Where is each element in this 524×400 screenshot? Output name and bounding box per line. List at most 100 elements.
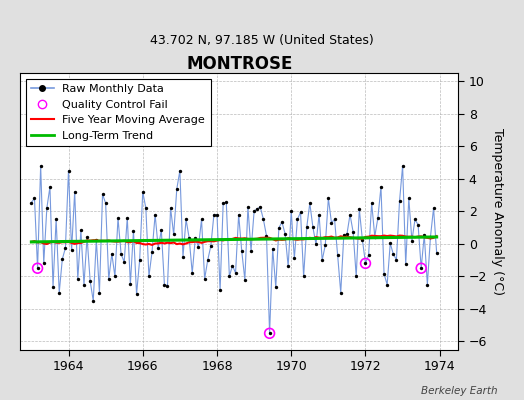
Point <box>401 261 410 268</box>
Point <box>99 191 107 198</box>
Point <box>64 168 73 174</box>
Point <box>203 257 212 263</box>
Point <box>104 276 113 282</box>
Text: Berkeley Earth: Berkeley Earth <box>421 386 498 396</box>
Point <box>374 215 382 221</box>
Point <box>154 245 162 252</box>
Point <box>61 245 70 251</box>
Y-axis label: Temperature Anomaly (°C): Temperature Anomaly (°C) <box>491 128 504 295</box>
Point <box>253 206 261 212</box>
Point <box>358 237 367 243</box>
Point <box>284 263 292 270</box>
Point <box>263 232 271 239</box>
Point <box>370 233 379 240</box>
Point <box>287 208 296 214</box>
Point <box>362 260 370 266</box>
Point <box>417 265 425 272</box>
Point <box>151 211 159 218</box>
Point <box>206 243 215 249</box>
Title: MONTROSE: MONTROSE <box>186 55 292 73</box>
Point <box>247 248 255 254</box>
Point <box>213 211 221 218</box>
Point <box>42 205 51 211</box>
Point <box>46 184 54 190</box>
Point <box>73 276 82 282</box>
Point <box>210 212 218 218</box>
Point <box>395 198 403 204</box>
Point <box>219 200 227 206</box>
Point <box>333 252 342 258</box>
Point <box>414 222 422 228</box>
Text: 43.702 N, 97.185 W (United States): 43.702 N, 97.185 W (United States) <box>150 34 374 47</box>
Point <box>423 281 432 288</box>
Point <box>114 215 122 222</box>
Point <box>265 330 274 336</box>
Point <box>129 228 138 234</box>
Point <box>194 244 203 250</box>
Point <box>120 259 128 265</box>
Point <box>417 265 425 272</box>
Point <box>432 250 441 256</box>
Point <box>271 284 280 290</box>
Point <box>123 214 132 221</box>
Point <box>200 276 209 282</box>
Point <box>293 216 302 223</box>
Point <box>30 195 39 202</box>
Point <box>68 247 76 254</box>
Point <box>315 211 323 218</box>
Point <box>278 219 286 225</box>
Point <box>136 257 144 263</box>
Point <box>167 205 175 211</box>
Point <box>328 220 336 226</box>
Point <box>265 330 274 336</box>
Point <box>324 195 333 202</box>
Point <box>364 252 373 258</box>
Point <box>157 227 166 233</box>
Point <box>275 225 283 231</box>
Point <box>92 237 101 243</box>
Point <box>250 208 258 214</box>
Point <box>89 298 97 304</box>
Point <box>176 168 184 174</box>
Point <box>216 287 224 294</box>
Point <box>49 284 57 290</box>
Point <box>182 216 190 223</box>
Point <box>58 256 67 262</box>
Point <box>83 234 91 240</box>
Point <box>420 232 429 238</box>
Point <box>102 200 110 206</box>
Point <box>27 199 36 206</box>
Point <box>244 204 252 210</box>
Point <box>37 162 45 169</box>
Point <box>141 205 150 211</box>
Point <box>429 205 438 211</box>
Point <box>321 242 330 248</box>
Point <box>299 273 308 280</box>
Point <box>241 276 249 283</box>
Point <box>126 281 135 287</box>
Point <box>408 238 416 244</box>
Point <box>95 290 104 296</box>
Point <box>185 235 193 241</box>
Point <box>302 224 311 231</box>
Point <box>222 199 231 206</box>
Point <box>256 204 265 210</box>
Point <box>228 262 237 269</box>
Point <box>148 249 156 255</box>
Point <box>188 270 196 276</box>
Point <box>367 200 376 206</box>
Point <box>398 162 407 169</box>
Point <box>107 250 116 257</box>
Point <box>355 206 364 212</box>
Point <box>336 290 345 296</box>
Point <box>52 216 60 222</box>
Point <box>191 234 200 241</box>
Point <box>232 270 240 276</box>
Point <box>389 251 398 258</box>
Point <box>268 245 277 252</box>
Point <box>234 211 243 218</box>
Point <box>340 232 348 238</box>
Point <box>386 240 395 246</box>
Point <box>117 251 125 257</box>
Point <box>138 188 147 195</box>
